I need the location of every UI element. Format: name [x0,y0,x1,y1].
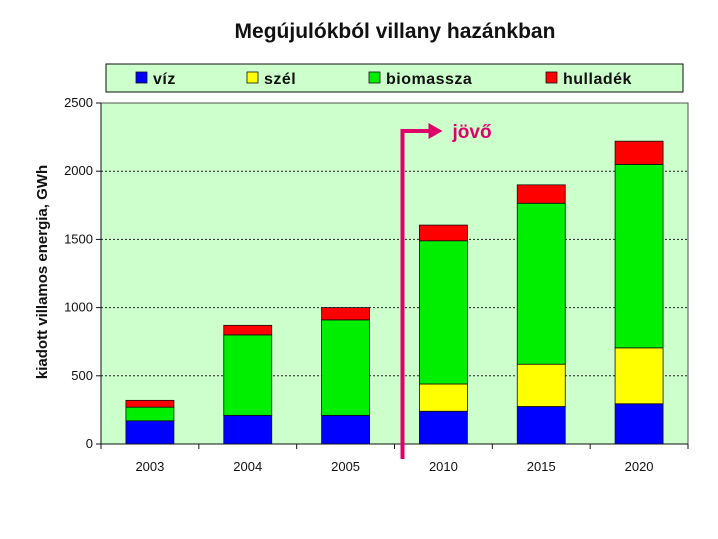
x-axis: 2003 2004 2005 2010 2015 2020 [100,443,689,474]
bar-segment-2015-szél [516,363,566,407]
legend: víz szél biomassza hulladék [105,63,684,93]
legend-label-hulladék: hulladék [563,71,632,88]
chart-title: Megújulókból villany hazánkban [235,20,556,43]
y-tick-label: 2500 [64,95,93,110]
annotation-label: jövő [452,122,492,143]
y-axis-label: kiadott villamos energia, GWh [34,165,51,379]
bar-segment-2015-víz [516,406,566,445]
bar-segment-2010-hulladék [419,224,468,242]
y-tick-label: 1500 [64,231,93,246]
bar-segment-2020-hulladék [614,140,664,165]
legend-swatch-hulladék [545,71,558,84]
x-tick-label: 2020 [625,459,654,474]
bar-segment-2004-hulladék [223,324,273,336]
bar-segment-2003-víz [125,420,175,445]
bar-segment-2004-víz [223,414,273,445]
x-tick-label: 2003 [135,459,164,474]
y-tick-label: 2000 [64,163,93,178]
future-annotation: jövő [400,122,492,459]
bar-segment-2003-hulladék [125,399,175,408]
gridlines [101,170,688,377]
bars [125,140,664,445]
bar-segment-2015-hulladék [516,184,566,204]
x-tick-label: 2005 [331,459,360,474]
bar-segment-2003-biomassza [125,406,175,422]
bar-segment-2015-biomassza [516,202,566,365]
legend-box [105,63,684,93]
bar-segment-2020-víz [614,403,664,445]
y-axis: 0 500 1000 1500 2000 2500 [64,95,102,451]
bar-segment-2020-szél [614,347,664,405]
legend-swatch-víz [135,71,148,84]
legend-swatch-biomassza [368,71,381,84]
x-tick-label: 2010 [429,459,458,474]
x-tick-label: 2004 [233,459,262,474]
bar-segment-2020-biomassza [614,163,664,349]
bar-segment-2005-biomassza [321,319,370,416]
legend-swatch-szél [246,71,259,84]
legend-label-szél: szél [264,71,296,88]
legend-label-biomassza: biomassza [386,71,472,88]
plot-area [100,102,689,445]
legend-label-víz: víz [153,71,176,88]
bar-segment-2010-szél [419,383,468,412]
x-tick-label: 2015 [527,459,556,474]
annotation-arrowhead-icon [428,123,443,139]
bar-segment-2005-hulladék [321,307,370,321]
bar-segment-2010-biomassza [419,240,468,385]
bar-segment-2004-biomassza [223,334,273,416]
y-tick-label: 500 [71,368,93,383]
y-tick-label: 1000 [64,300,93,315]
bar-segment-2005-víz [321,414,370,445]
y-tick-label: 0 [86,436,93,451]
bar-segment-2010-víz [419,410,468,445]
